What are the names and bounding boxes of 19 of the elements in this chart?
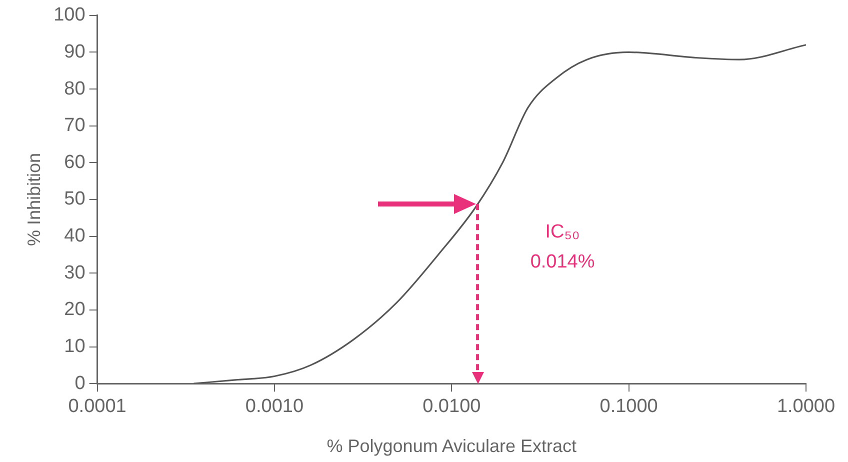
y-tick-label: 10 — [64, 336, 86, 358]
y-tick-label: 30 — [64, 262, 86, 284]
ref-line-label: IC₅₀ 0.014% — [530, 221, 595, 272]
x-tick-label: 0.1000 — [600, 396, 658, 418]
x-tick-label: 0.0010 — [245, 396, 304, 418]
y-axis-title: % Inhibition — [24, 152, 44, 246]
x-tick-label: 1.0000 — [776, 396, 836, 418]
y-tick-label: 0 — [74, 372, 86, 394]
y-tick-label: 90 — [64, 41, 86, 62]
y-tick-label: 20 — [64, 299, 86, 320]
y-tick-label: 80 — [64, 78, 86, 100]
y-tick-label: 50 — [64, 188, 86, 210]
y-tick-label: 70 — [64, 115, 86, 136]
x-tick-label: 0.0001 — [68, 396, 126, 418]
y-tick-label: 40 — [64, 226, 86, 247]
x-axis-title: % Polygonum Aviculare Extract — [326, 436, 577, 456]
y-tick-label: 100 — [54, 4, 86, 26]
x-tick-label: 0.0100 — [422, 396, 481, 418]
y-tick-label: 60 — [64, 152, 86, 173]
